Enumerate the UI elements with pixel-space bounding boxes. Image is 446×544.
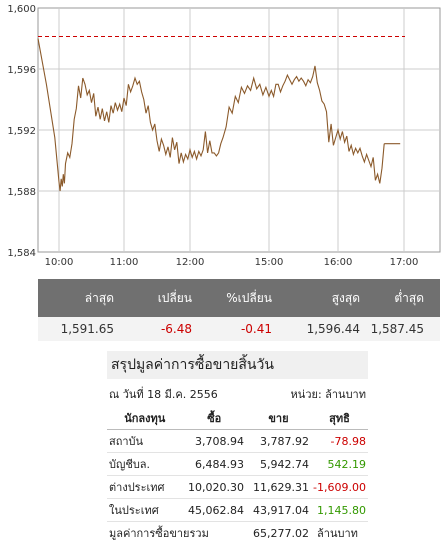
x-tick-label: 15:00 [255, 257, 284, 268]
summary-header-row: นักลงทุน ซื้อ ขาย สุทธิ [107, 407, 368, 430]
y-tick-label: 1,588 [7, 187, 36, 198]
header-percent-change: %เปลี่ยน [200, 289, 280, 308]
net-value: -78.98 [311, 430, 368, 453]
col-buy: ซื้อ [183, 407, 246, 430]
sell-value: 43,917.04 [246, 499, 311, 522]
buy-value: 3,708.94 [183, 430, 246, 453]
value-last: 1,591.65 [38, 322, 122, 336]
total-unit: ล้านบาท [311, 522, 368, 544]
buy-value: 6,484.93 [183, 453, 246, 476]
summary-total-row: มูลค่าการซื้อขายรวม 65,277.02 ล้านบาท [107, 522, 368, 544]
investor-name: สถาบัน [107, 430, 183, 453]
table-row: สถาบัน 3,708.94 3,787.92 -78.98 [107, 430, 368, 453]
table-row: บัญชีบล. 6,484.93 5,942.74 542.19 [107, 453, 368, 476]
y-axis: 1,584 1,588 1,592 1,596 1,600 [7, 4, 36, 259]
total-value: 65,277.02 [246, 522, 311, 544]
y-tick-label: 1,596 [7, 65, 36, 76]
x-tick-label: 10:00 [45, 257, 74, 268]
sell-value: 11,629.31 [246, 476, 311, 499]
index-line-chart: 1,584 1,588 1,592 1,596 1,600 10:00 11:00 12:0… [0, 0, 446, 272]
daily-trading-summary: สรุปมูลค่าการซื้อขายสิ้นวัน ณ วันที่ 18 … [107, 351, 368, 544]
value-percent-change: -0.41 [200, 322, 280, 336]
table-row: ในประเทศ 45,062.84 43,917.04 1,145.80 [107, 499, 368, 522]
quote-header-row: ล่าสุด เปลี่ยน %เปลี่ยน สูงสุด ต่ำสุด [38, 279, 440, 317]
net-value: 1,145.80 [311, 499, 368, 522]
investor-name: ต่างประเทศ [107, 476, 183, 499]
summary-date: ณ วันที่ 18 มี.ค. 2556 [109, 385, 218, 403]
col-net: สุทธิ [311, 407, 368, 430]
investor-name: ในประเทศ [107, 499, 183, 522]
x-axis: 10:00 11:00 12:00 15:00 16:00 17:00 [45, 257, 419, 268]
buy-value: 10,020.30 [183, 476, 246, 499]
col-sell: ขาย [246, 407, 311, 430]
y-tick-label: 1,584 [7, 248, 36, 259]
table-row: ต่างประเทศ 10,020.30 11,629.31 -1,609.00 [107, 476, 368, 499]
net-value: 542.19 [311, 453, 368, 476]
x-tick-label: 12:00 [176, 257, 205, 268]
header-low: ต่ำสุด [368, 289, 440, 308]
investor-name: บัญชีบล. [107, 453, 183, 476]
buy-value: 45,062.84 [183, 499, 246, 522]
y-tick-label: 1,600 [7, 4, 36, 15]
x-tick-label: 11:00 [110, 257, 139, 268]
y-tick-label: 1,592 [7, 126, 36, 137]
header-last: ล่าสุด [38, 289, 122, 308]
summary-table: นักลงทุน ซื้อ ขาย สุทธิ สถาบัน 3,708.94 … [107, 407, 368, 544]
value-low: 1,587.45 [368, 322, 440, 336]
x-tick-label: 16:00 [324, 257, 353, 268]
summary-unit: หน่วย: ล้านบาท [291, 385, 366, 403]
value-change: -6.48 [122, 322, 200, 336]
header-change: เปลี่ยน [122, 289, 200, 308]
sell-value: 5,942.74 [246, 453, 311, 476]
net-value: -1,609.00 [311, 476, 368, 499]
x-tick-label: 17:00 [390, 257, 419, 268]
total-label: มูลค่าการซื้อขายรวม [107, 522, 246, 544]
summary-meta: ณ วันที่ 18 มี.ค. 2556 หน่วย: ล้านบาท [107, 379, 368, 407]
chart-grid [38, 8, 440, 252]
quote-values-row: 1,591.65 -6.48 -0.41 1,596.44 1,587.45 [38, 317, 440, 341]
col-investor: นักลงทุน [107, 407, 183, 430]
summary-title: สรุปมูลค่าการซื้อขายสิ้นวัน [107, 351, 368, 379]
value-high: 1,596.44 [280, 322, 368, 336]
header-high: สูงสุด [280, 289, 368, 308]
sell-value: 3,787.92 [246, 430, 311, 453]
